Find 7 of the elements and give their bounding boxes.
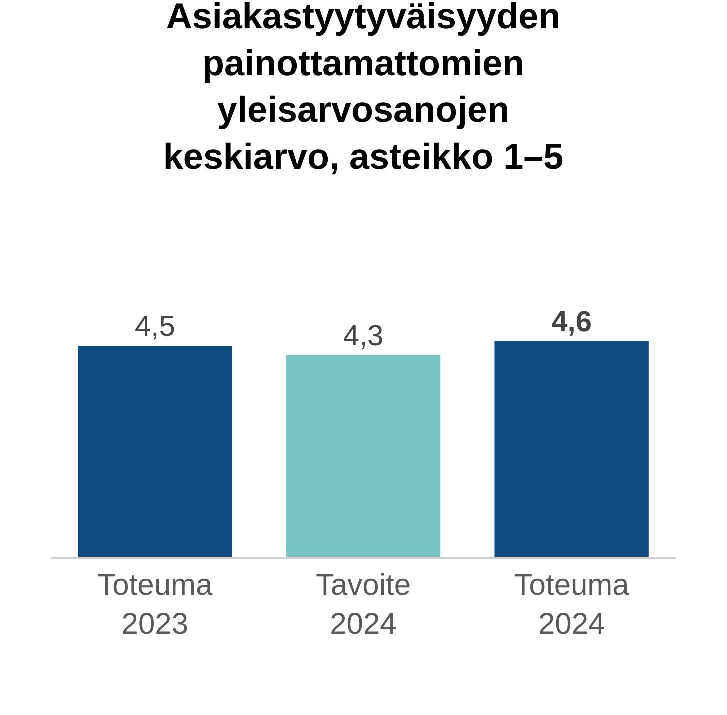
x-tick-label: Toteuma 2024 [514, 569, 630, 641]
x-tick-label: Toteuma 2023 [98, 569, 214, 641]
data-label: 4,5 [135, 311, 176, 344]
data-label: 4,3 [343, 320, 384, 352]
data-label: 4,6 [552, 306, 592, 338]
chart-title: Asiakastyytyväisyyden painottamattomien yleisarvosanojen keskiarvo, asteikko 1–5 [163, 0, 564, 177]
x-tick-label: Tavoite 2024 [316, 569, 412, 641]
